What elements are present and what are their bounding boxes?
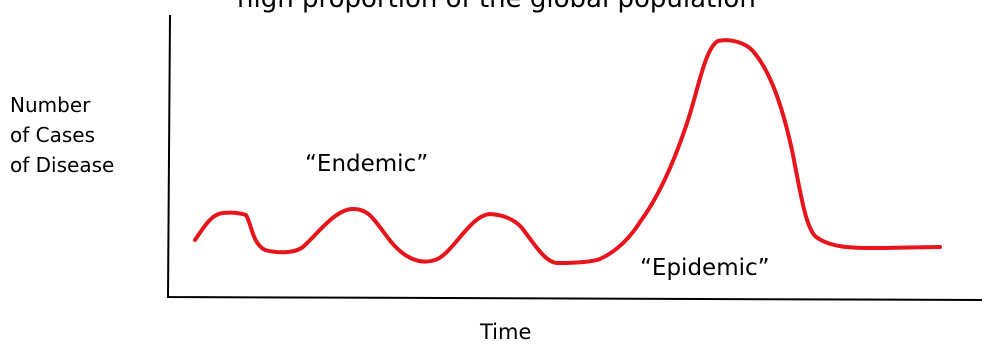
y-axis-label: Number of Cases of Disease [10,90,150,180]
diagram-title: high proportion of the global population [237,0,756,14]
x-axis-label: Time [480,320,532,344]
axes-lines [166,14,983,301]
y-axis-label-line-1: Number [10,93,91,117]
y-axis-label-line-2: of Cases [10,123,95,147]
epidemic-annotation: “Epidemic” [640,255,770,281]
y-axis-label-line-3: of Disease [10,153,115,177]
endemic-annotation: “Endemic” [305,151,429,177]
disease-cases-curve [193,38,942,265]
